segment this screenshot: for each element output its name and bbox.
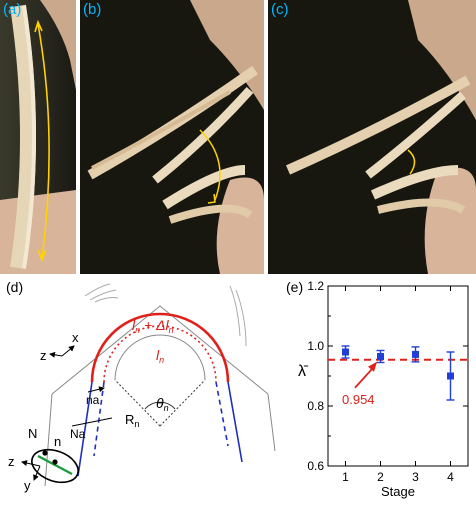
cross-section-ellipse	[31, 448, 79, 484]
axis-z-bottom-arrow	[21, 460, 41, 467]
Na-arrow	[71, 417, 113, 427]
axis-z-bottom-label: z	[8, 454, 15, 469]
photo-panel-b: (b)	[80, 0, 264, 274]
radius-lines	[114, 379, 206, 427]
y-tick-label: 1.2	[307, 279, 324, 293]
data-point-marker	[412, 350, 419, 358]
diagram-label: (d)	[6, 279, 23, 295]
photo-c-label: (c)	[271, 1, 289, 18]
photo-b-label: (b)	[83, 1, 102, 18]
point-n	[52, 459, 58, 465]
label-N: N	[28, 426, 37, 441]
x-tick-label: 2	[377, 470, 384, 484]
outer-wall-left	[44, 393, 53, 487]
x-tick-label: 1	[342, 470, 349, 484]
outer-length-label: ln + Δln	[132, 317, 174, 335]
photo-panel-a: (a)	[0, 0, 76, 274]
axis-z-top-arrow	[49, 351, 63, 358]
y-axis-title: λ̄	[298, 363, 309, 380]
split-fibers-right	[229, 285, 247, 347]
chart-label: (e)	[286, 279, 303, 295]
data-points	[341, 345, 455, 401]
inner-length-label: ln	[156, 347, 164, 365]
photo-b-image	[80, 0, 264, 274]
x-tick-label: 3	[412, 470, 419, 484]
na-label: na	[86, 393, 100, 407]
axis-y-label: y	[24, 478, 31, 493]
na-arrow	[87, 386, 105, 393]
diagram-panel: (d) ln + Δln ln θn Rn na Na	[0, 276, 280, 500]
data-point-marker	[447, 372, 454, 380]
inner-arc	[114, 334, 206, 381]
y-tick-label: 1.0	[307, 339, 324, 353]
chart-panel: (e) 0.6 0.8 1.0 1.2 1 2 3 4 0.954 Stage λ̄	[280, 276, 476, 500]
bending-diagram: (d) ln + Δln ln θn Rn na Na	[6, 279, 276, 493]
split-fibers-left	[84, 283, 119, 303]
axis-z-top-label: z	[40, 348, 47, 363]
reference-arrow	[354, 366, 375, 389]
data-point-marker	[342, 348, 349, 356]
lambda-chart: (e) 0.6 0.8 1.0 1.2 1 2 3 4 0.954 Stage λ̄	[286, 279, 469, 499]
photo-panel-c: (c)	[268, 0, 476, 274]
label-n: n	[54, 434, 61, 449]
y-tick-label: 0.8	[307, 399, 324, 413]
outer-wall-right	[267, 393, 276, 452]
reference-value-label: 0.954	[342, 392, 375, 407]
axis-x-label: x	[72, 330, 79, 345]
point-N	[42, 450, 48, 456]
x-axis-title: Stage	[381, 484, 415, 499]
photo-a-image	[0, 0, 76, 274]
y-axis: 0.6 0.8 1.0 1.2	[307, 279, 468, 473]
neutral-axis-green	[37, 454, 73, 476]
reference-arrowhead	[368, 361, 377, 372]
data-point-marker	[377, 353, 384, 360]
photo-a-label: (a)	[3, 1, 22, 18]
y-tick-label: 0.6	[307, 459, 324, 473]
angle-arc	[144, 401, 176, 410]
axis-x-arrow	[61, 345, 75, 357]
photo-c-image	[268, 0, 476, 274]
x-axis: 1 2 3 4	[342, 286, 454, 484]
inner-red-dotted-arc	[103, 325, 217, 383]
x-tick-label: 4	[447, 470, 454, 484]
blue-dashed-left	[93, 381, 105, 457]
blue-line-right	[227, 381, 243, 463]
blue-dashed-right	[215, 381, 229, 447]
radius-label: Rn	[125, 412, 139, 429]
blue-line-left	[77, 381, 93, 477]
axis-y-arrow	[33, 465, 41, 481]
Na-label: Na	[70, 427, 86, 441]
angle-label: θn	[156, 395, 169, 413]
outer-red-arc	[90, 312, 230, 383]
outer-wall	[51, 305, 269, 395]
